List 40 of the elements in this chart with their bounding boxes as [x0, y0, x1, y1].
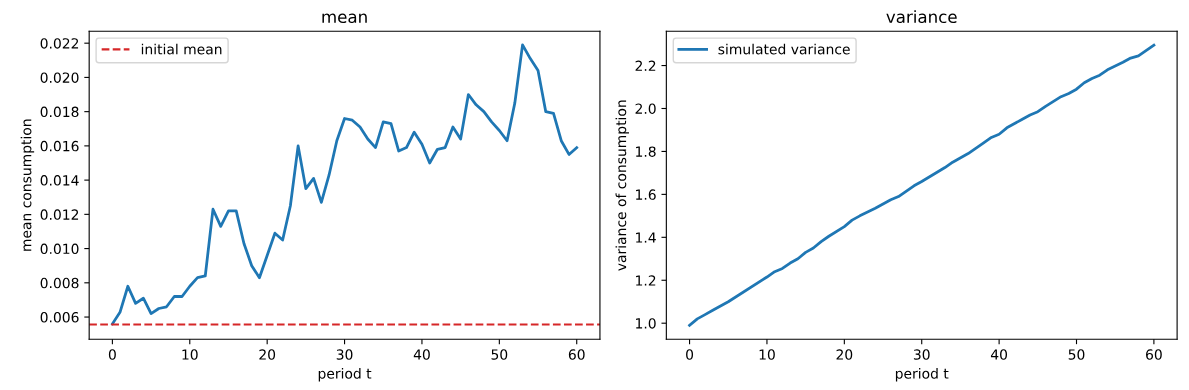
line-series	[688, 43, 1156, 327]
y-axis-title: mean consumption	[20, 119, 35, 251]
y-tick-label: 1.8	[636, 146, 656, 157]
x-tick-label: 20	[259, 349, 276, 360]
y-tick-label: 0.016	[40, 140, 79, 152]
chart-title: variance	[886, 10, 957, 24]
x-tick-label: 20	[836, 349, 853, 360]
x-tick-label: 40	[990, 349, 1008, 360]
legend-label: simulated variance	[718, 43, 850, 55]
y-tick-label: 0.006	[40, 312, 79, 323]
y-tick-label: 1.6	[636, 189, 656, 200]
y-tick-label: 2.0	[635, 103, 656, 114]
chart-title: mean	[322, 13, 367, 24]
y-tick-label: 1.4	[636, 232, 656, 243]
y-tick-label: 0.022	[40, 38, 79, 49]
y-tick-label: 2.2	[635, 60, 656, 71]
y-tick-label: 1.2	[636, 275, 656, 286]
x-tick-label: 40	[413, 349, 430, 360]
y-tick-label: 0.014	[40, 175, 79, 186]
y-axis-title: variance of consumption	[615, 100, 629, 271]
y-tick-label: 0.018	[40, 106, 79, 118]
y-tick-label: 0.012	[40, 209, 79, 220]
y-tick-label: 1.0	[636, 318, 656, 329]
x-axis-title: period t	[895, 368, 949, 382]
x-tick-label: 50	[491, 349, 508, 360]
y-tick-label: 0.010	[40, 243, 79, 255]
x-tick-label: 30	[913, 349, 930, 360]
x-tick-label: 30	[336, 349, 353, 360]
y-tick-label: 0.008	[40, 277, 79, 289]
x-tick-label: 10	[182, 349, 198, 360]
line-series	[111, 43, 579, 326]
x-tick-label: 60	[568, 349, 585, 360]
x-tick-label: 10	[759, 349, 775, 360]
y-tick-label: 0.020	[40, 72, 79, 83]
x-tick-label: 50	[1068, 349, 1085, 360]
x-axis-title: period t	[318, 368, 372, 382]
x-tick-label: 0	[686, 349, 694, 360]
x-tick-label: 0	[108, 349, 116, 360]
legend-label: initial mean	[141, 43, 222, 55]
x-tick-label: 60	[1146, 349, 1162, 360]
